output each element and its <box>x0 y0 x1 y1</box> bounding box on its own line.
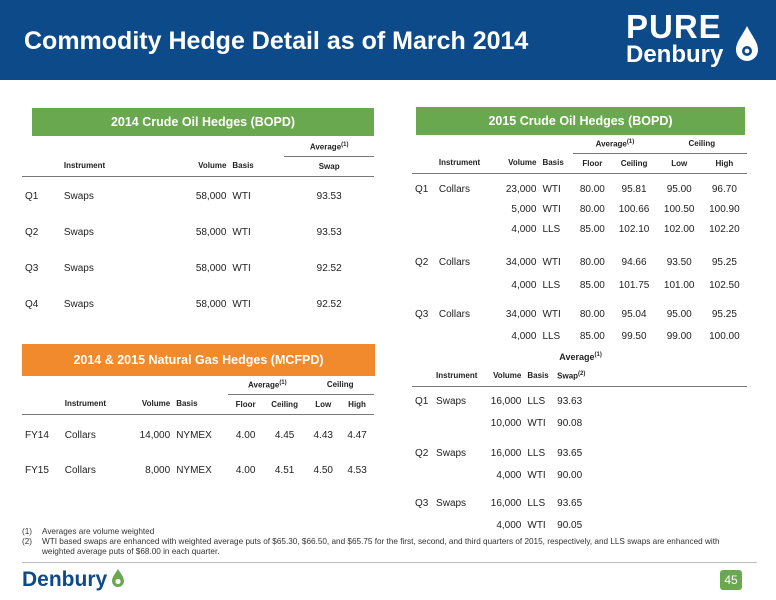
col-instrument: Instrument <box>435 153 495 174</box>
col-swap: Swap(2) <box>554 366 607 387</box>
ceiling-group-label: Ceiling <box>656 135 747 154</box>
logo-pure-text: PURE <box>626 8 722 45</box>
average-group-label: Average(1) <box>284 138 374 157</box>
table-row: Q2 Swaps 16,000 LLS 93.65 <box>415 447 583 459</box>
footnotes: (1) Averages are volume weighted (2) WTI b… <box>22 527 742 557</box>
table-row: 4,000 LLS 85.00 99.50 99.00 100.00 <box>511 330 740 342</box>
footnote: (2) WTI based swaps are enhanced with wei… <box>22 537 720 556</box>
col-low: Low <box>656 153 702 174</box>
table-row: 10,000 WTI 90.08 <box>490 417 583 429</box>
table-row: Q3 Swaps 16,000 LLS 93.65 <box>415 497 583 509</box>
water-drop-icon <box>736 26 758 61</box>
col-low: Low <box>306 394 341 415</box>
gas-heading: 2014 & 2015 Natural Gas Hedges (MCFPD) <box>22 344 375 376</box>
table-row: Q2 Collars 34,000 WTI 80.00 94.66 93.50 95.25 <box>415 256 737 268</box>
gas-table: Average(1) Ceiling Instrument Volume Bas… <box>22 376 374 479</box>
footer-divider <box>22 562 757 563</box>
table-row: Q3 Collars 34,000 WTI 80.00 95.04 95.00 95.25 <box>415 308 737 320</box>
table-row: Q1 Swaps 16,000 LLS 93.63 <box>415 395 583 407</box>
col-high: High <box>340 394 374 415</box>
col-floor: Floor <box>228 394 263 415</box>
col-high: High <box>701 153 747 174</box>
col-basis: Basis <box>539 153 574 174</box>
page-title: Commodity Hedge Detail as of March 2014 <box>24 27 529 55</box>
water-drop-icon <box>112 569 124 587</box>
table-row: Q4 Swaps 58,000 WTI 92.52 <box>25 298 342 310</box>
table-row: 4,000 WTI 90.05 <box>496 519 583 531</box>
table-row: Q2 Swaps 58,000 WTI 93.53 <box>25 226 342 238</box>
header-bar: Commodity Hedge Detail as of March 2014 … <box>0 0 776 80</box>
page-number: 45 <box>720 570 742 590</box>
table-row: Q1 Swaps 58,000 WTI 93.53 <box>25 190 342 202</box>
crude-2014-heading: 2014 Crude Oil Hedges (BOPD) <box>32 108 374 136</box>
table-row: 4,000 WTI 90.00 <box>496 469 583 481</box>
crude-2015-table: Average(1) Ceiling Instrument Volume Bas… <box>412 135 747 349</box>
col-swap: Swap <box>284 156 374 177</box>
col-volume: Volume <box>124 394 174 415</box>
col-basis: Basis <box>229 156 285 177</box>
average-group-label: Average(1) <box>573 135 657 154</box>
crude-2014-table: Average(1) Instrument Volume Basis Swap … <box>22 138 374 313</box>
table-row: Q1 Collars 23,000 WTI 80.00 95.81 95.00 96.70 <box>415 183 737 195</box>
average-group-label: Average(1) <box>228 376 307 395</box>
table-row: FY14 Collars 14,000 NYMEX 4.00 4.45 4.43 4.47 <box>25 429 367 441</box>
denbury-footer-logo: Denbury <box>22 568 108 591</box>
table-row: 5,000 WTI 80.00 100.66 100.50 100.90 <box>511 203 740 215</box>
swaps-2015-table: Average(1) Instrument Volume Basis Swap(… <box>412 348 747 538</box>
col-floor: Floor <box>573 153 612 174</box>
table-row: FY15 Collars 8,000 NYMEX 4.00 4.51 4.50 4.53 <box>25 464 367 476</box>
table-row: 4,000 LLS 85.00 102.10 102.00 102.20 <box>511 223 740 235</box>
col-instrument: Instrument <box>433 366 485 387</box>
pure-denbury-logo: PURE Denbury <box>622 8 767 74</box>
col-ceiling: Ceiling <box>611 153 657 174</box>
crude-2015-heading: 2015 Crude Oil Hedges (BOPD) <box>416 107 745 135</box>
average-group-label: Average(1) <box>559 352 602 362</box>
col-instrument: Instrument <box>60 156 156 177</box>
table-row: Q3 Swaps 58,000 WTI 92.52 <box>25 262 342 274</box>
ceiling-group-label: Ceiling <box>306 376 374 395</box>
col-basis: Basis <box>173 394 229 415</box>
col-instrument: Instrument <box>61 394 125 415</box>
col-basis: Basis <box>524 366 555 387</box>
table-row: 4,000 LLS 85.00 101.75 101.00 102.50 <box>511 279 740 291</box>
col-volume: Volume <box>494 153 540 174</box>
col-volume: Volume <box>484 366 525 387</box>
col-volume: Volume <box>155 156 230 177</box>
logo-denbury-text: Denbury <box>626 41 724 68</box>
footnote: (1) Averages are volume weighted <box>22 527 155 536</box>
col-ceiling: Ceiling <box>262 394 307 415</box>
